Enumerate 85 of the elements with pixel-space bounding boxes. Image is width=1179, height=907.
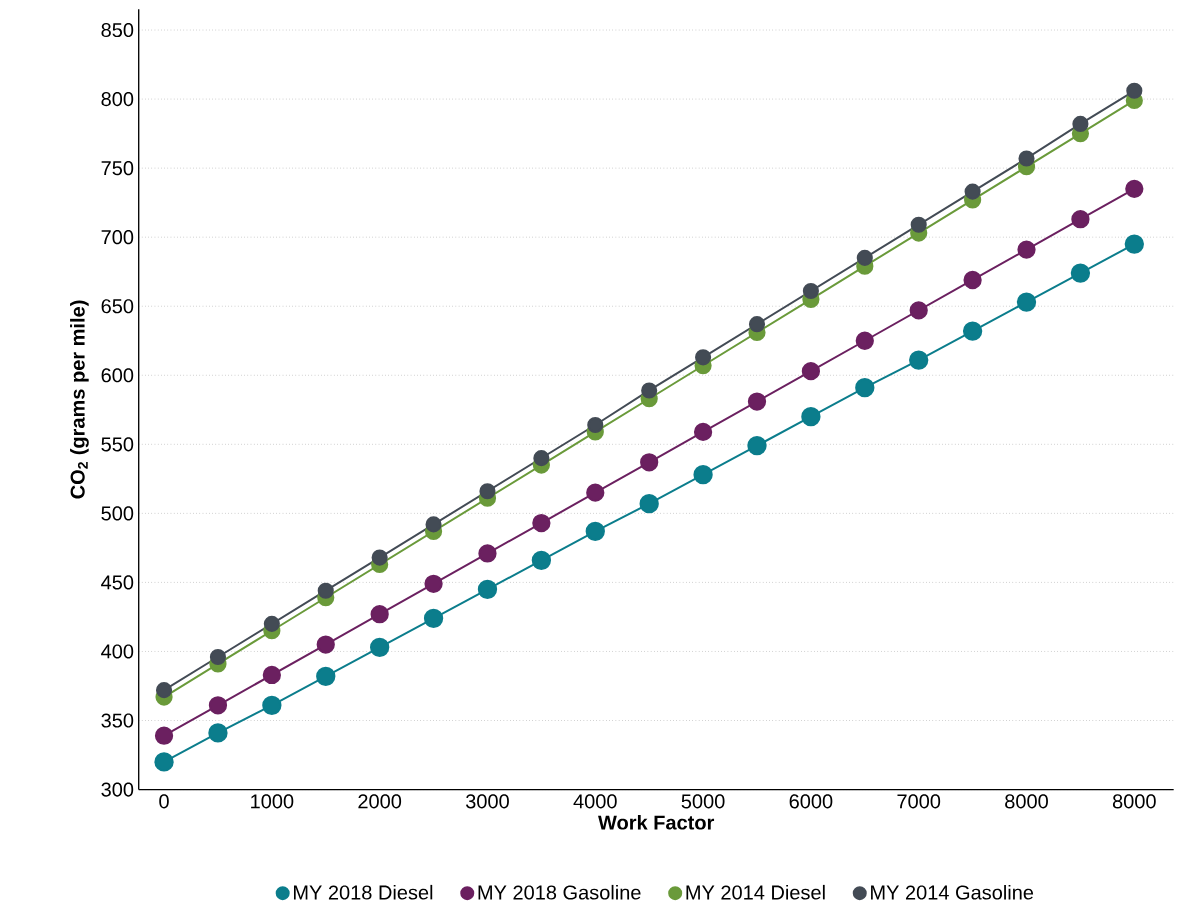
point xyxy=(1018,150,1035,167)
point xyxy=(856,249,873,267)
point xyxy=(641,382,658,399)
point xyxy=(962,321,983,341)
point xyxy=(801,407,821,427)
y-tick-label: 750 xyxy=(101,161,134,176)
point xyxy=(1124,234,1144,254)
point xyxy=(209,649,227,666)
y-tick-label: 300 xyxy=(101,782,134,797)
point xyxy=(747,392,767,411)
point xyxy=(316,666,336,687)
point xyxy=(316,635,335,654)
point xyxy=(1070,263,1091,283)
y-tick-label: 700 xyxy=(101,230,134,245)
point xyxy=(262,695,282,716)
point xyxy=(262,665,281,685)
point xyxy=(317,582,334,599)
x-tick-label: 5000 xyxy=(681,794,725,809)
y-tick-label: 400 xyxy=(101,644,134,659)
point xyxy=(964,183,981,200)
point xyxy=(1126,82,1143,100)
point xyxy=(263,615,280,633)
x-tick-label: 7000 xyxy=(897,794,941,809)
y-tick-label: 500 xyxy=(101,506,134,521)
point xyxy=(1071,210,1090,229)
point xyxy=(155,682,173,699)
point xyxy=(424,574,443,594)
x-tick-label: 2000 xyxy=(358,794,402,809)
point xyxy=(801,362,821,381)
point xyxy=(747,436,767,456)
point xyxy=(695,349,712,366)
point xyxy=(1017,240,1036,259)
point xyxy=(1125,179,1144,199)
y-axis-title: CO$_{2}$ (grams per mile) xyxy=(70,300,89,499)
y-tick-label: 650 xyxy=(101,299,134,314)
point xyxy=(963,271,982,290)
point xyxy=(910,216,927,233)
x-tick-label: 1000 xyxy=(251,794,294,809)
legend-label: MY 2018 Diesel xyxy=(293,885,433,900)
point xyxy=(369,637,390,658)
point xyxy=(478,544,497,563)
y-tick-label: 800 xyxy=(101,92,134,107)
point xyxy=(586,483,605,502)
point xyxy=(208,723,228,743)
x-tick-label: 8000 xyxy=(1005,794,1048,809)
point xyxy=(154,726,174,745)
point xyxy=(532,514,551,533)
x-tick-label: 6000 xyxy=(789,794,833,809)
x-tick-label: 4000 xyxy=(573,794,617,809)
point xyxy=(1072,116,1089,133)
point xyxy=(693,422,713,442)
legend-label: MY 2014 Diesel xyxy=(686,885,825,900)
y-tick-label: 850 xyxy=(101,23,134,38)
point xyxy=(208,696,228,715)
point xyxy=(855,331,874,351)
point xyxy=(531,550,552,571)
point xyxy=(1016,292,1037,312)
point xyxy=(802,283,819,300)
point xyxy=(477,579,498,600)
legend-label: MY 2014 Gasoline xyxy=(871,885,1034,900)
y-tick-label: 600 xyxy=(101,368,134,383)
y-tick-label: 350 xyxy=(101,713,134,728)
point xyxy=(425,516,442,533)
point xyxy=(587,417,604,434)
point xyxy=(479,483,496,500)
point xyxy=(370,605,389,624)
point xyxy=(909,301,928,320)
x-tick-label: 8000 xyxy=(1112,794,1156,809)
x-tick-label: 3000 xyxy=(465,794,509,809)
point xyxy=(423,608,444,629)
x-tick-label: 0 xyxy=(159,794,169,809)
y-tick-label: 450 xyxy=(101,575,134,590)
point xyxy=(533,450,550,467)
point xyxy=(909,350,929,370)
point xyxy=(154,752,174,772)
point xyxy=(748,316,766,333)
x-axis-title: Work Factor xyxy=(598,815,715,830)
point xyxy=(693,465,713,485)
point xyxy=(640,453,659,472)
point xyxy=(371,549,388,566)
point xyxy=(585,521,605,542)
y-tick-label: 550 xyxy=(101,437,134,452)
point xyxy=(639,494,659,514)
point xyxy=(855,378,875,398)
legend-label: MY 2018 Gasoline xyxy=(478,885,641,900)
